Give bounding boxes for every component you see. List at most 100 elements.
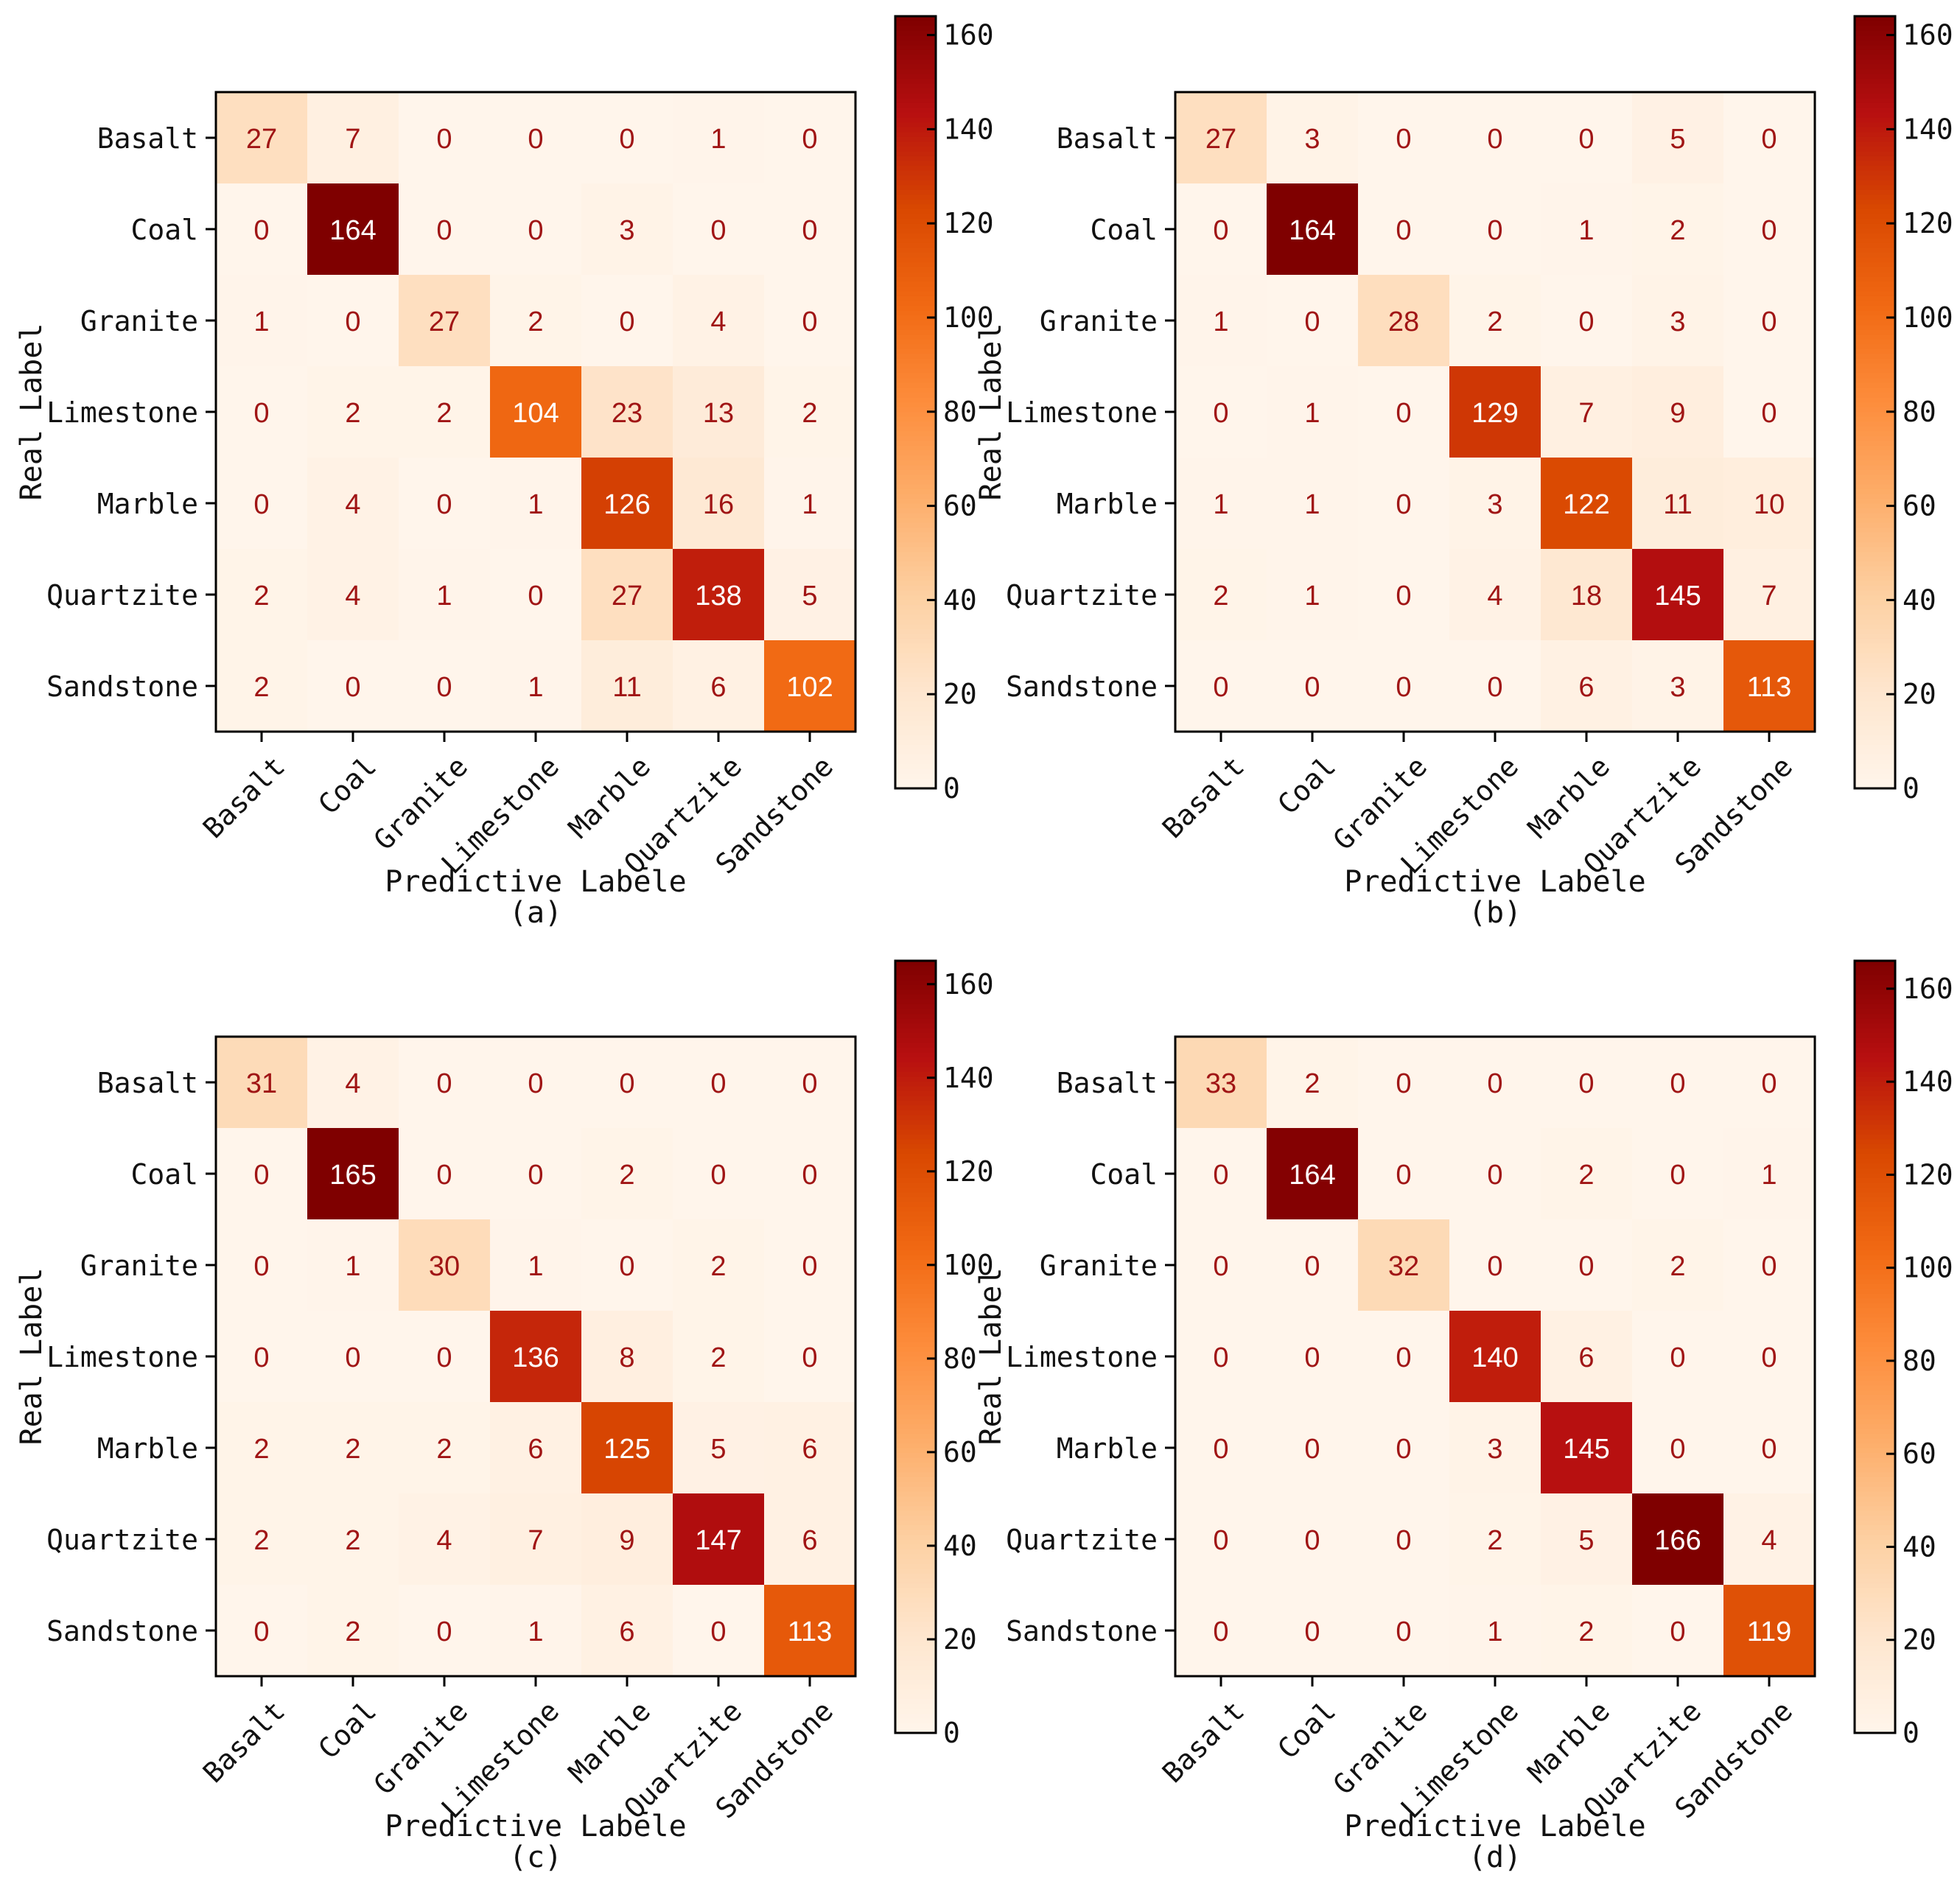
colorbar-segment — [895, 1679, 936, 1686]
colorbar-segment — [1855, 329, 1895, 336]
heatmap-cell — [1632, 275, 1723, 366]
heatmap-cell — [1175, 1219, 1267, 1311]
heatmap-cell — [1632, 1585, 1723, 1676]
heatmap-cell — [216, 458, 307, 549]
heatmap-cell — [1541, 1311, 1632, 1402]
heatmap-cell — [764, 92, 855, 183]
colorbar-segment — [1855, 970, 1895, 976]
y-axis-title: Real Label — [974, 323, 1008, 501]
colorbar-segment — [895, 348, 936, 355]
heatmap-cell — [581, 275, 673, 366]
colorbar-segment — [895, 136, 936, 143]
colorbar-segment — [1855, 445, 1895, 452]
colorbar-segment — [1855, 40, 1895, 46]
colorbar-segment — [895, 1544, 936, 1550]
colorbar-segment — [895, 1501, 936, 1507]
colorbar-segment — [895, 1689, 936, 1695]
colorbar-segment — [1855, 1028, 1895, 1034]
colorbar-segment — [1855, 223, 1895, 229]
cell-value-label: 10 — [1754, 489, 1785, 520]
heatmap-cell — [581, 1402, 673, 1493]
heatmap-cell — [581, 549, 673, 640]
cell-value-label: 2 — [253, 1434, 269, 1465]
panel-d: 33 2 0 0 0 0 00 164 0 0 2 0 10 0 32 0 0 2 00 0 0 140 6 0 00 0 0 3 14… — [974, 959, 1953, 1874]
colorbar-segment — [1855, 1356, 1895, 1362]
heatmap-cell — [216, 92, 307, 183]
colorbar-segment — [1855, 127, 1895, 133]
heatmap-cell — [399, 640, 490, 732]
colorbar-segment — [895, 1071, 936, 1077]
y-tick-label: Granite — [80, 1250, 198, 1282]
colorbar-segment — [895, 378, 936, 384]
cell-value-label: 7 — [1578, 398, 1594, 429]
colorbar-segment — [895, 754, 936, 760]
heatmap-cell — [1541, 275, 1632, 366]
colorbar-segment — [1855, 1298, 1895, 1304]
cell-value-label: 2 — [345, 398, 360, 429]
cell-value-label: 4 — [345, 1068, 360, 1099]
cell-value-label: 2 — [436, 398, 452, 429]
colorbar-segment — [1855, 166, 1895, 172]
heatmap-cell — [1267, 1585, 1358, 1676]
heatmap-cell — [1449, 1311, 1541, 1402]
colorbar-segment — [895, 528, 936, 533]
heatmap-cell — [764, 275, 855, 366]
colorbar-segment — [895, 1313, 936, 1319]
colorbar-segment — [895, 1607, 936, 1614]
colorbar-segment — [895, 315, 936, 321]
colorbar-segment — [895, 721, 936, 726]
colorbar-segment — [1855, 624, 1895, 630]
colorbar-segment — [895, 1510, 936, 1517]
colorbar-segment — [1855, 1076, 1895, 1082]
x-tick-label: Marble — [562, 1695, 657, 1789]
heatmap-cell — [490, 92, 581, 183]
colorbar-segment — [1855, 1086, 1895, 1092]
cell-value-label: 1 — [1487, 1616, 1502, 1647]
cell-value-label: 0 — [802, 124, 817, 155]
colorbar-segment — [895, 1018, 936, 1024]
cell-value-label: 2 — [528, 307, 543, 337]
colorbar-segment — [1855, 431, 1895, 437]
cell-value-label: 2 — [1578, 1616, 1594, 1647]
colorbar-segment — [895, 339, 936, 346]
cell-value-label: 0 — [253, 215, 269, 246]
colorbar-segment — [1855, 653, 1895, 659]
colorbar-segment — [895, 1395, 936, 1401]
heatmap-cell — [581, 458, 673, 549]
cell-value-label: 3 — [1670, 307, 1685, 337]
colorbar-tick-label: 160 — [1903, 19, 1953, 52]
heatmap-cell — [216, 366, 307, 458]
heatmap-cell — [764, 366, 855, 458]
colorbar-segment — [895, 1081, 936, 1087]
colorbar-segment — [1855, 518, 1895, 524]
heatmap-cell — [673, 1493, 764, 1585]
heatmap-cell — [1449, 640, 1541, 732]
colorbar-segment — [895, 581, 936, 586]
colorbar-segment — [895, 561, 936, 567]
colorbar-segment — [1855, 778, 1895, 785]
cell-value-label: 0 — [1761, 1434, 1777, 1465]
heatmap-cell — [490, 1128, 581, 1219]
colorbar-segment — [1855, 701, 1895, 707]
colorbar-segment — [1855, 1713, 1895, 1720]
colorbar-segment — [895, 764, 936, 770]
cell-value-label: 3 — [1487, 489, 1502, 520]
colorbar-segment — [1855, 469, 1895, 476]
colorbar-segment — [1855, 122, 1895, 128]
colorbar-tick-label: 40 — [943, 1530, 977, 1562]
y-tick-label: Sandstone — [1006, 670, 1158, 703]
colorbar-segment — [895, 359, 936, 365]
colorbar-segment — [1855, 1684, 1895, 1690]
colorbar-segment — [1855, 306, 1895, 312]
colorbar: 0 20 40 60 80 100 120 140 160 — [1853, 15, 1953, 805]
colorbar-segment — [1855, 161, 1895, 167]
colorbar-segment — [895, 989, 936, 995]
colorbar-segment — [1855, 1438, 1895, 1444]
colorbar-segment — [1855, 1626, 1895, 1633]
y-axis-title: Real Label — [15, 1268, 49, 1446]
colorbar-segment — [1855, 1018, 1895, 1024]
cell-value-label: 164 — [1289, 1160, 1335, 1191]
colorbar-segment — [1855, 1264, 1895, 1270]
cell-value-label: 0 — [1304, 1251, 1320, 1282]
cell-value-label: 2 — [436, 1434, 452, 1465]
